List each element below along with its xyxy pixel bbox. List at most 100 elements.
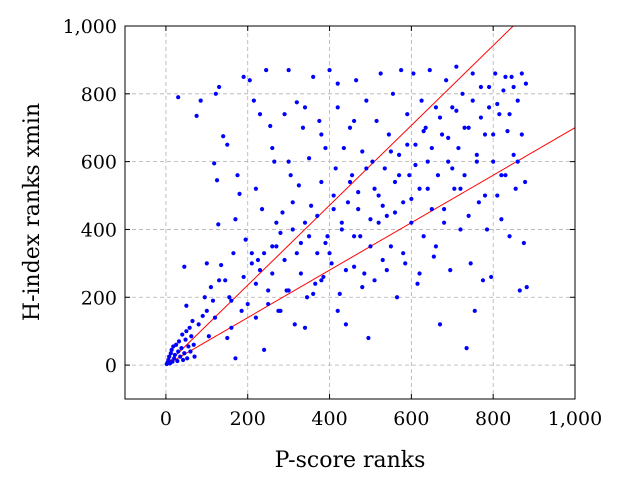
data-point — [380, 257, 385, 263]
data-point — [194, 113, 199, 118]
data-point — [435, 173, 441, 178]
data-point — [196, 322, 201, 327]
data-point — [216, 222, 221, 227]
data-point — [448, 268, 453, 273]
data-point — [505, 129, 510, 134]
data-point — [360, 149, 365, 154]
data-point — [306, 234, 312, 239]
data-point — [241, 74, 246, 79]
data-point — [411, 71, 416, 76]
data-point — [421, 234, 426, 239]
data-point — [388, 244, 394, 249]
data-point — [261, 251, 267, 256]
data-point — [302, 220, 308, 225]
data-point — [304, 295, 310, 300]
data-point — [189, 334, 194, 339]
data-point — [188, 349, 193, 354]
data-point — [288, 173, 293, 178]
data-point — [255, 257, 261, 263]
data-point — [253, 315, 259, 320]
data-point — [493, 71, 498, 76]
data-point — [362, 271, 367, 276]
data-point — [476, 200, 481, 205]
data-point — [405, 142, 410, 147]
data-point — [472, 308, 477, 313]
data-point — [261, 347, 267, 352]
x-tick-label: 200 — [230, 408, 266, 430]
axis-ticks — [125, 25, 576, 399]
y-tick-label: 0 — [105, 355, 117, 377]
data-point — [486, 105, 492, 110]
data-point — [321, 274, 326, 280]
data-point — [216, 278, 222, 283]
data-point — [519, 71, 524, 76]
data-point — [309, 203, 314, 208]
data-point — [317, 118, 322, 124]
data-point — [302, 325, 308, 330]
data-point — [347, 125, 353, 130]
data-point — [327, 67, 332, 73]
data-point — [270, 271, 275, 276]
data-point — [413, 162, 418, 168]
data-point — [378, 71, 383, 76]
data-point — [180, 357, 186, 363]
y-tick-label: 400 — [81, 219, 117, 241]
y-tick-labels: 0 200 400 600 800 1,000 — [63, 16, 117, 377]
data-point — [191, 342, 196, 347]
data-point — [507, 234, 512, 239]
data-point — [300, 125, 306, 130]
data-point — [356, 190, 361, 195]
data-point — [517, 288, 522, 293]
data-point — [358, 234, 363, 239]
data-point — [503, 173, 508, 178]
data-point — [513, 186, 518, 191]
data-point — [347, 179, 353, 185]
y-axis-title: H-index ranks xmin — [20, 103, 45, 321]
x-tick-label: 600 — [393, 408, 429, 430]
data-point — [339, 220, 344, 225]
data-point — [386, 132, 391, 137]
data-point — [329, 261, 334, 266]
data-point — [221, 134, 226, 139]
data-point — [282, 257, 287, 263]
data-point — [429, 145, 434, 151]
data-point — [390, 91, 396, 96]
data-point — [454, 108, 459, 113]
data-point — [280, 210, 285, 215]
plot-frame — [124, 25, 576, 400]
data-point — [174, 342, 179, 347]
data-point — [245, 301, 250, 307]
data-point — [441, 207, 447, 212]
data-point — [192, 354, 197, 359]
data-point — [257, 112, 263, 117]
data-point — [249, 251, 254, 256]
data-point — [515, 98, 520, 103]
data-point — [302, 105, 308, 110]
data-point — [409, 220, 414, 225]
data-point — [166, 357, 171, 363]
data-point — [394, 295, 400, 300]
data-point — [274, 220, 279, 225]
data-point — [511, 152, 516, 157]
data-point — [231, 251, 236, 256]
data-point — [225, 335, 230, 341]
data-point — [374, 118, 379, 124]
data-point — [286, 288, 291, 293]
data-point — [315, 251, 320, 256]
data-point — [343, 322, 349, 327]
data-point — [452, 186, 457, 191]
data-point — [186, 344, 191, 349]
data-point — [327, 251, 332, 256]
data-point — [454, 64, 459, 69]
data-point — [478, 115, 484, 120]
data-point — [331, 193, 336, 198]
data-point — [437, 322, 443, 327]
data-point — [521, 240, 526, 246]
data-point — [290, 227, 295, 232]
data-point — [319, 179, 324, 185]
data-point — [425, 186, 430, 191]
data-point — [482, 193, 488, 198]
data-point — [464, 346, 469, 351]
data-point — [503, 74, 508, 79]
